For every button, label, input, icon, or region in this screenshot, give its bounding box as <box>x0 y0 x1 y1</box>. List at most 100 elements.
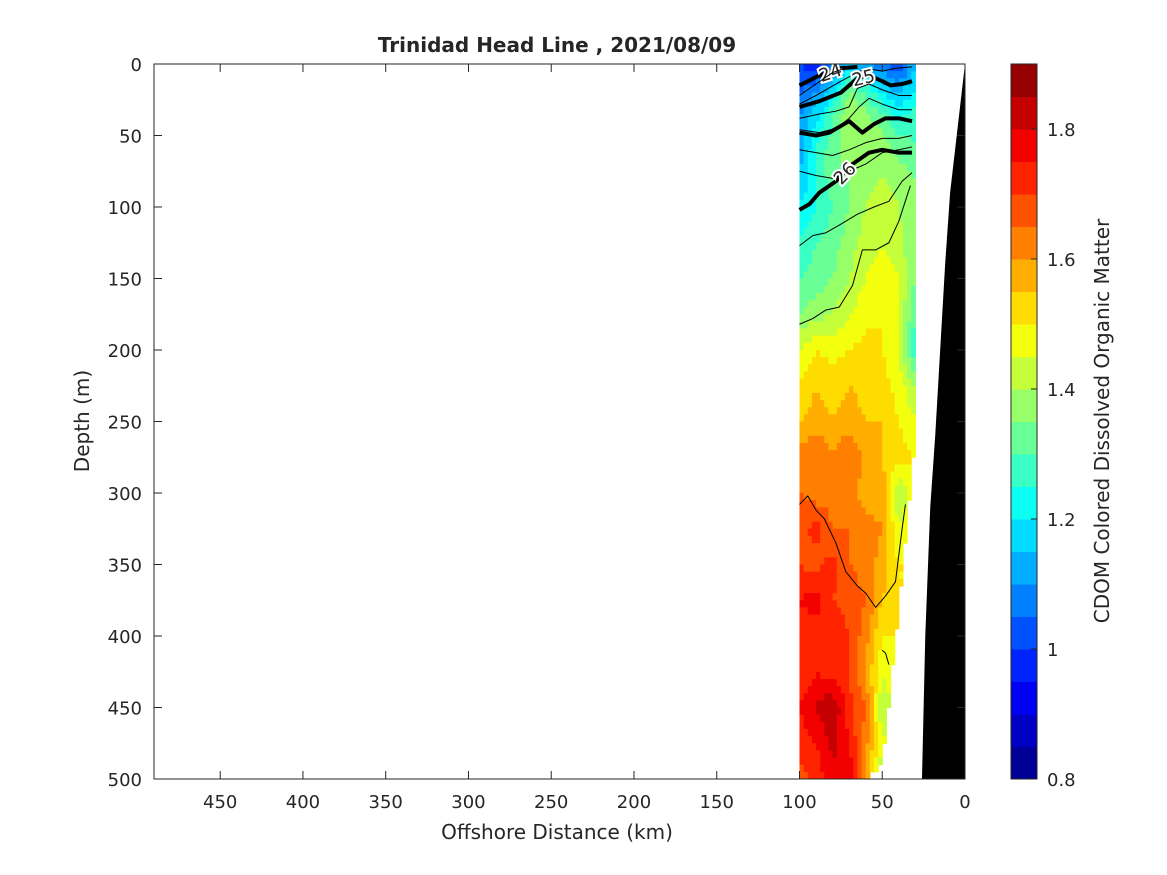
heatmap-cell <box>820 392 825 401</box>
heatmap-cell <box>865 335 871 344</box>
heatmap-cell <box>849 428 854 437</box>
heatmap-cell <box>865 242 871 251</box>
heatmap-cell <box>811 485 817 494</box>
heatmap-cell <box>816 514 821 523</box>
heatmap-cell <box>894 600 900 608</box>
heatmap-cell <box>861 321 867 330</box>
heatmap-cell <box>873 292 879 301</box>
heatmap-cell <box>849 628 854 637</box>
heatmap-cell <box>882 271 887 280</box>
heatmap-cell <box>857 743 863 751</box>
heatmap-cell <box>845 636 850 644</box>
heatmap-cell <box>865 571 871 580</box>
heatmap-cell <box>816 664 821 673</box>
heatmap-cell <box>799 671 805 680</box>
heatmap-cell <box>820 700 825 709</box>
heatmap-cell <box>882 149 887 158</box>
heatmap-cell <box>857 78 863 87</box>
heatmap-cell <box>894 478 900 487</box>
heatmap-cell <box>836 257 842 265</box>
heatmap-cell <box>820 686 825 694</box>
heatmap-cell <box>898 242 904 251</box>
heatmap-cell <box>811 686 817 694</box>
heatmap-cell <box>828 450 834 458</box>
heatmap-cell <box>873 278 879 287</box>
heatmap-cell <box>836 207 842 215</box>
heatmap-cell <box>886 507 892 516</box>
heatmap-cell <box>853 500 859 508</box>
heatmap-cell <box>894 328 900 337</box>
heatmap-cell <box>886 564 892 573</box>
heatmap-cell <box>807 235 813 244</box>
heatmap-cell <box>807 614 813 623</box>
heatmap-cell <box>824 585 830 594</box>
heatmap-cell <box>832 571 838 580</box>
heatmap-cell <box>894 400 900 408</box>
heatmap-cell <box>911 135 916 144</box>
heatmap-cell <box>890 71 896 79</box>
heatmap-cell <box>803 392 809 401</box>
heatmap-cell <box>824 235 830 244</box>
colorbar-tick-label: 1.2 <box>1047 510 1076 531</box>
heatmap-cell <box>799 421 805 430</box>
heatmap-cell <box>861 299 867 308</box>
heatmap-cell <box>882 214 887 222</box>
heatmap-cell <box>898 435 904 444</box>
heatmap-cell <box>911 214 916 222</box>
heatmap-cell <box>882 471 887 480</box>
heatmap-cell <box>902 228 908 237</box>
heatmap-cell <box>886 385 892 394</box>
heatmap-cell <box>811 514 817 523</box>
heatmap-cell <box>907 85 912 94</box>
heatmap-cell <box>911 442 916 451</box>
heatmap-cell <box>820 664 825 673</box>
heatmap-cell <box>861 64 867 72</box>
heatmap-cell <box>894 500 900 508</box>
heatmap-cell <box>840 114 846 122</box>
heatmap-cell <box>807 407 813 415</box>
heatmap-cell <box>853 92 859 101</box>
heatmap-cell <box>873 671 879 680</box>
heatmap-cell <box>857 99 863 108</box>
heatmap-cell <box>878 371 883 380</box>
heatmap-cell <box>845 593 850 601</box>
y-tick-label: 500 <box>108 770 142 791</box>
heatmap-cell <box>836 607 842 616</box>
heatmap-cell <box>911 278 916 287</box>
heatmap-cell <box>857 664 863 673</box>
heatmap-cell <box>807 493 813 501</box>
heatmap-cell <box>799 385 805 394</box>
heatmap-cell <box>869 414 875 423</box>
heatmap-cell <box>865 321 871 330</box>
heatmap-cell <box>878 264 883 272</box>
heatmap-cell <box>853 414 859 423</box>
heatmap-cell <box>807 392 813 401</box>
heatmap-cell <box>907 199 912 208</box>
heatmap-cell <box>907 192 912 201</box>
heatmap-cell <box>832 686 838 694</box>
heatmap-cell <box>869 285 875 294</box>
heatmap-cell <box>832 543 838 551</box>
heatmap-cell <box>878 693 883 701</box>
heatmap-cell <box>811 471 817 480</box>
heatmap-cell <box>807 714 813 723</box>
heatmap-cell <box>845 249 850 258</box>
heatmap-cell <box>845 242 850 251</box>
heatmap-cell <box>861 178 867 187</box>
heatmap-cell <box>911 235 916 244</box>
heatmap-cell <box>803 321 809 330</box>
heatmap-cell <box>861 750 867 759</box>
heatmap-cell <box>840 435 846 444</box>
heatmap-cell <box>807 149 813 158</box>
heatmap-cell <box>845 92 850 101</box>
heatmap-cell <box>799 764 805 773</box>
heatmap-cell <box>894 371 900 380</box>
heatmap-cell <box>836 614 842 623</box>
heatmap-cell <box>803 736 809 744</box>
heatmap-cell <box>861 350 867 358</box>
heatmap-cell <box>828 643 834 651</box>
heatmap-cell <box>911 264 916 272</box>
colorbar-tick-label: 1.8 <box>1047 120 1076 141</box>
heatmap-cell <box>820 557 825 566</box>
heatmap-cell <box>828 728 834 737</box>
